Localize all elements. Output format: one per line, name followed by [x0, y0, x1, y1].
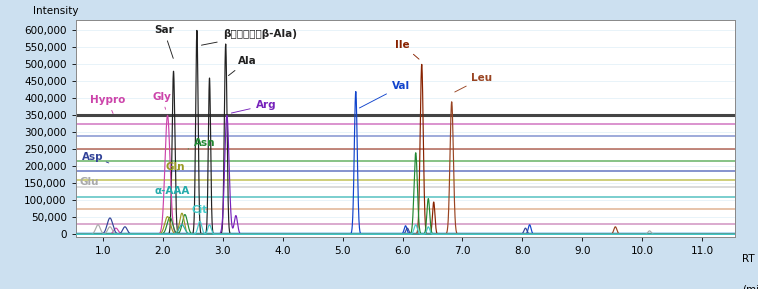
Text: Glu: Glu [80, 177, 99, 187]
Text: Asn: Asn [188, 138, 215, 149]
Text: Gly: Gly [152, 92, 171, 109]
Text: Val: Val [359, 81, 410, 108]
Text: Leu: Leu [455, 73, 493, 92]
Text: Ala: Ala [228, 56, 256, 76]
Text: βアラニン（β-Ala): βアラニン（β-Ala) [202, 29, 296, 45]
Text: Intensity: Intensity [33, 6, 78, 16]
Text: Cit: Cit [192, 205, 208, 215]
Text: Asp: Asp [82, 152, 109, 163]
Text: α-AAA: α-AAA [155, 186, 190, 196]
Text: RT: RT [742, 254, 754, 264]
Text: Sar: Sar [154, 25, 174, 58]
Text: Arg: Arg [231, 100, 276, 113]
Text: Ile: Ile [395, 40, 419, 59]
Text: Gln: Gln [166, 162, 185, 172]
Text: (min.): (min.) [742, 285, 758, 289]
Text: Hypro: Hypro [89, 95, 125, 114]
